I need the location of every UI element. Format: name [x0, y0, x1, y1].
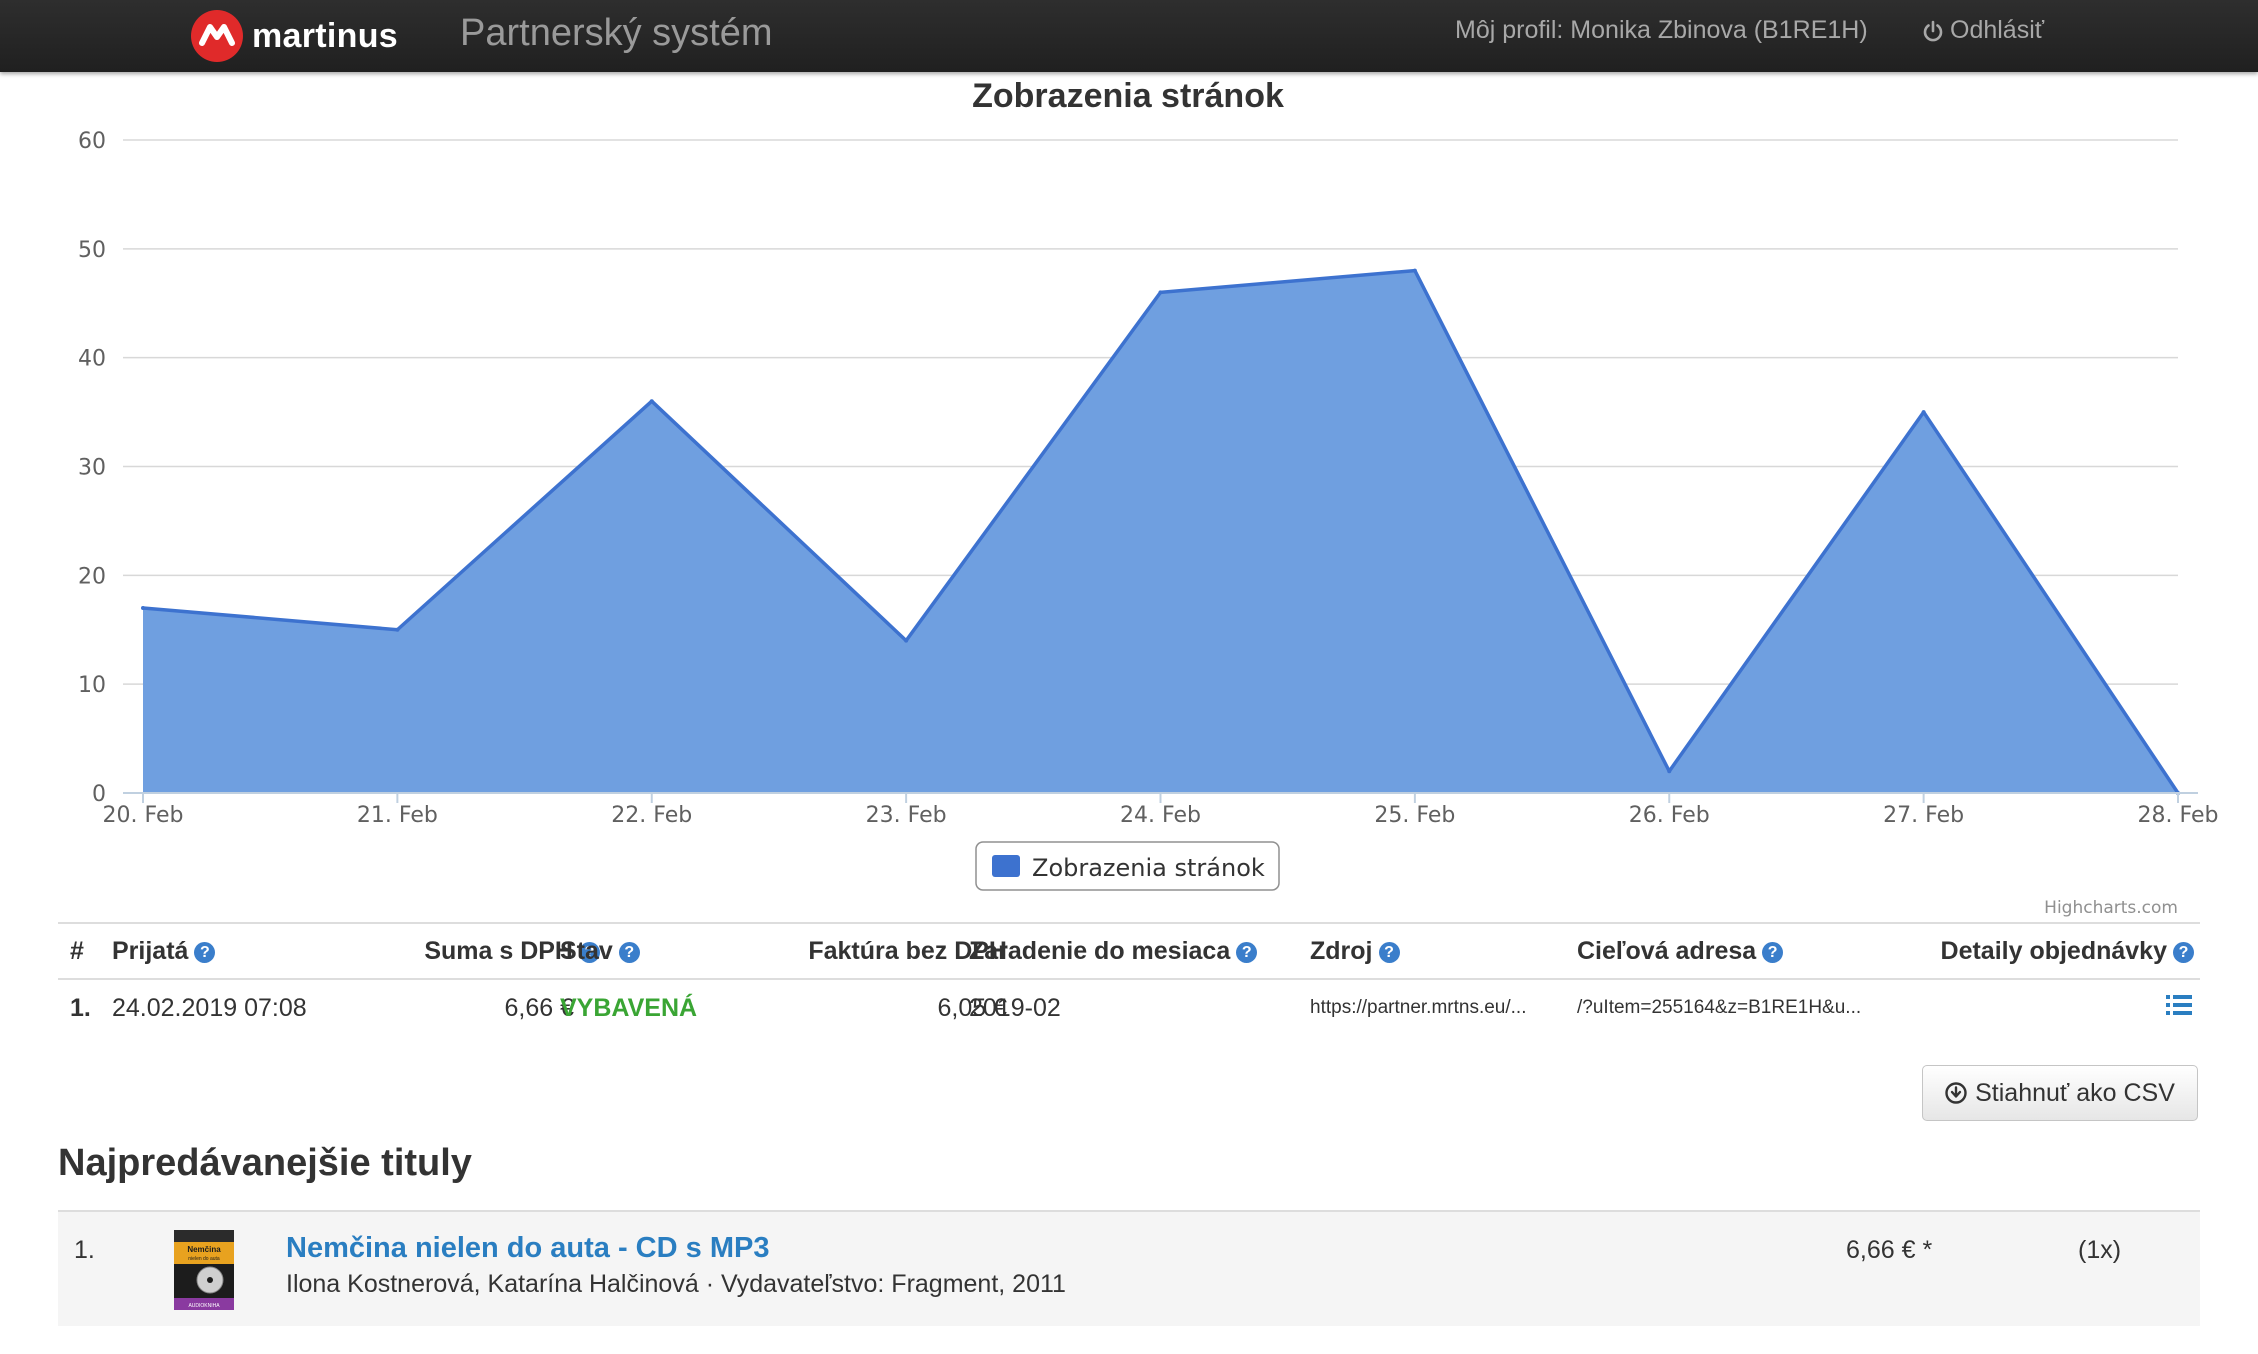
orders-table: # Prijatá? Suma s DPH? Stav? Faktúra bez… — [58, 922, 2200, 1036]
data-point — [1921, 410, 1926, 415]
order-sum: 6,66 € — [504, 994, 574, 1022]
series-area — [143, 270, 2178, 794]
orders-table-header: # Prijatá? Suma s DPH? Stav? Faktúra bez… — [58, 924, 2200, 980]
help-icon[interactable]: ? — [579, 942, 600, 963]
bestsellers-list: 1. Nemčina nielen do auta AUDIOKNIHA Nem… — [58, 1210, 2200, 1326]
profile-link[interactable]: Môj profil: Monika Zbinova (B1RE1H) — [1455, 16, 1868, 44]
svg-text:Nemčina: Nemčina — [187, 1245, 221, 1254]
x-tick-label: 21. Feb — [357, 803, 438, 828]
help-icon[interactable]: ? — [2173, 942, 2194, 963]
svg-text:nielen do auta: nielen do auta — [188, 1256, 220, 1262]
chart-title: Zobrazenia stránok — [972, 77, 1284, 115]
col-source-header: Zdroj? — [1310, 924, 1400, 978]
order-month: 2019-02 — [969, 994, 1061, 1022]
col-status-header: Stav? — [560, 924, 640, 978]
y-tick-label: 40 — [78, 347, 106, 372]
col-target-header: Cieľová adresa? — [1577, 924, 1784, 978]
chart-series — [141, 268, 2180, 795]
highcharts-credits[interactable]: Highcharts.com — [2044, 898, 2178, 918]
y-tick-label: 60 — [78, 129, 106, 154]
x-tick-label: 26. Feb — [1629, 803, 1710, 828]
data-point — [141, 605, 145, 610]
top-navbar: martinus Partnerský systém Môj profil: M… — [0, 0, 2258, 72]
martinus-logo-icon — [191, 10, 243, 62]
order-target: /?uItem=255164&z=B1RE1H&u... — [1577, 997, 1862, 1018]
col-num-header: # — [70, 937, 84, 965]
help-icon[interactable]: ? — [618, 942, 640, 963]
chart-legend-item[interactable]: Zobrazenia stránok — [975, 841, 1280, 891]
order-source: https://partner.mrtns.eu/... — [1310, 997, 1527, 1018]
download-csv-label: Stiahnuť ako CSV — [1975, 1078, 2175, 1107]
data-point — [395, 627, 400, 632]
bestseller-quantity: (1x) — [2078, 1236, 2122, 1264]
data-point — [1412, 268, 1417, 273]
download-csv-button[interactable]: Stiahnuť ako CSV — [1922, 1065, 2198, 1121]
brand-logo-link[interactable]: martinus — [190, 10, 398, 62]
chart-y-axis: 0 10 20 30 40 50 60 — [78, 129, 106, 807]
y-tick-label: 30 — [78, 456, 106, 481]
book-cover-thumbnail[interactable]: Nemčina nielen do auta AUDIOKNIHA — [174, 1230, 234, 1310]
col-invoice-header: Faktúra bez DPH — [808, 937, 1007, 965]
download-circle-icon — [1945, 1082, 1967, 1104]
logout-label: Odhlásiť — [1950, 16, 2045, 44]
data-point — [649, 399, 654, 404]
bestseller-price: 6,66 € * — [1846, 1236, 1933, 1264]
y-tick-label: 10 — [78, 673, 106, 698]
x-tick-label: 28. Feb — [2138, 803, 2219, 828]
chart-x-axis: 20. Feb 21. Feb 22. Feb 23. Feb 24. Feb 25. F… — [103, 792, 2219, 828]
x-tick-label: 27. Feb — [1883, 803, 1964, 828]
bestsellers-title: Najpredávanejšie tituly — [58, 1142, 472, 1184]
col-details-header: Detaily objednávky? — [1941, 924, 2194, 978]
table-row: 1. 24.02.2019 07:08 6,66 € VYBAVENÁ 6,05… — [58, 980, 2200, 1036]
power-icon — [1923, 20, 1943, 41]
help-icon[interactable]: ? — [1762, 942, 1784, 963]
page-views-chart: Zobrazenia stránok 0 10 20 30 40 50 60 20. Feb… — [78, 77, 2219, 918]
bestseller-title-link[interactable]: Nemčina nielen do auta - CD s MP3 — [286, 1232, 770, 1264]
bestseller-subtitle: Ilona Kostnerová, Katarína Halčinová · V… — [286, 1270, 1066, 1298]
y-tick-label: 0 — [92, 782, 106, 807]
order-status: VYBAVENÁ — [560, 994, 698, 1022]
legend-label: Zobrazenia stránok — [1032, 854, 1265, 882]
x-tick-label: 23. Feb — [866, 803, 947, 828]
col-received-header: Prijatá? — [112, 924, 216, 978]
list-icon — [2166, 995, 2192, 1015]
data-point — [1158, 290, 1163, 295]
col-sum-header: Suma s DPH? — [424, 924, 600, 978]
x-tick-label: 25. Feb — [1374, 803, 1455, 828]
x-tick-label: 20. Feb — [103, 803, 184, 828]
legend-swatch — [992, 855, 1020, 877]
bestseller-rank: 1. — [74, 1236, 95, 1264]
svg-text:AUDIOKNIHA: AUDIOKNIHA — [188, 1303, 220, 1309]
x-tick-label: 22. Feb — [611, 803, 692, 828]
order-received: 24.02.2019 07:08 — [112, 994, 307, 1022]
y-tick-label: 50 — [78, 238, 106, 263]
data-point — [904, 638, 909, 643]
data-point — [1667, 769, 1672, 774]
order-details-button[interactable] — [2166, 994, 2192, 1016]
help-icon[interactable]: ? — [194, 942, 216, 963]
help-icon[interactable]: ? — [1378, 942, 1400, 963]
app-title: Partnerský systém — [460, 12, 773, 54]
x-tick-label: 24. Feb — [1120, 803, 1201, 828]
list-item: 1. Nemčina nielen do auta AUDIOKNIHA Nem… — [58, 1212, 2200, 1326]
order-num: 1. — [70, 994, 91, 1022]
order-invoice: 6,05 € — [937, 994, 1007, 1022]
col-month-header: Zaradenie do mesiaca? — [969, 924, 1258, 978]
brand-name: martinus — [252, 16, 398, 55]
help-icon[interactable]: ? — [1236, 942, 1258, 963]
logout-link[interactable]: Odhlásiť — [1922, 16, 2044, 45]
y-tick-label: 20 — [78, 564, 106, 589]
